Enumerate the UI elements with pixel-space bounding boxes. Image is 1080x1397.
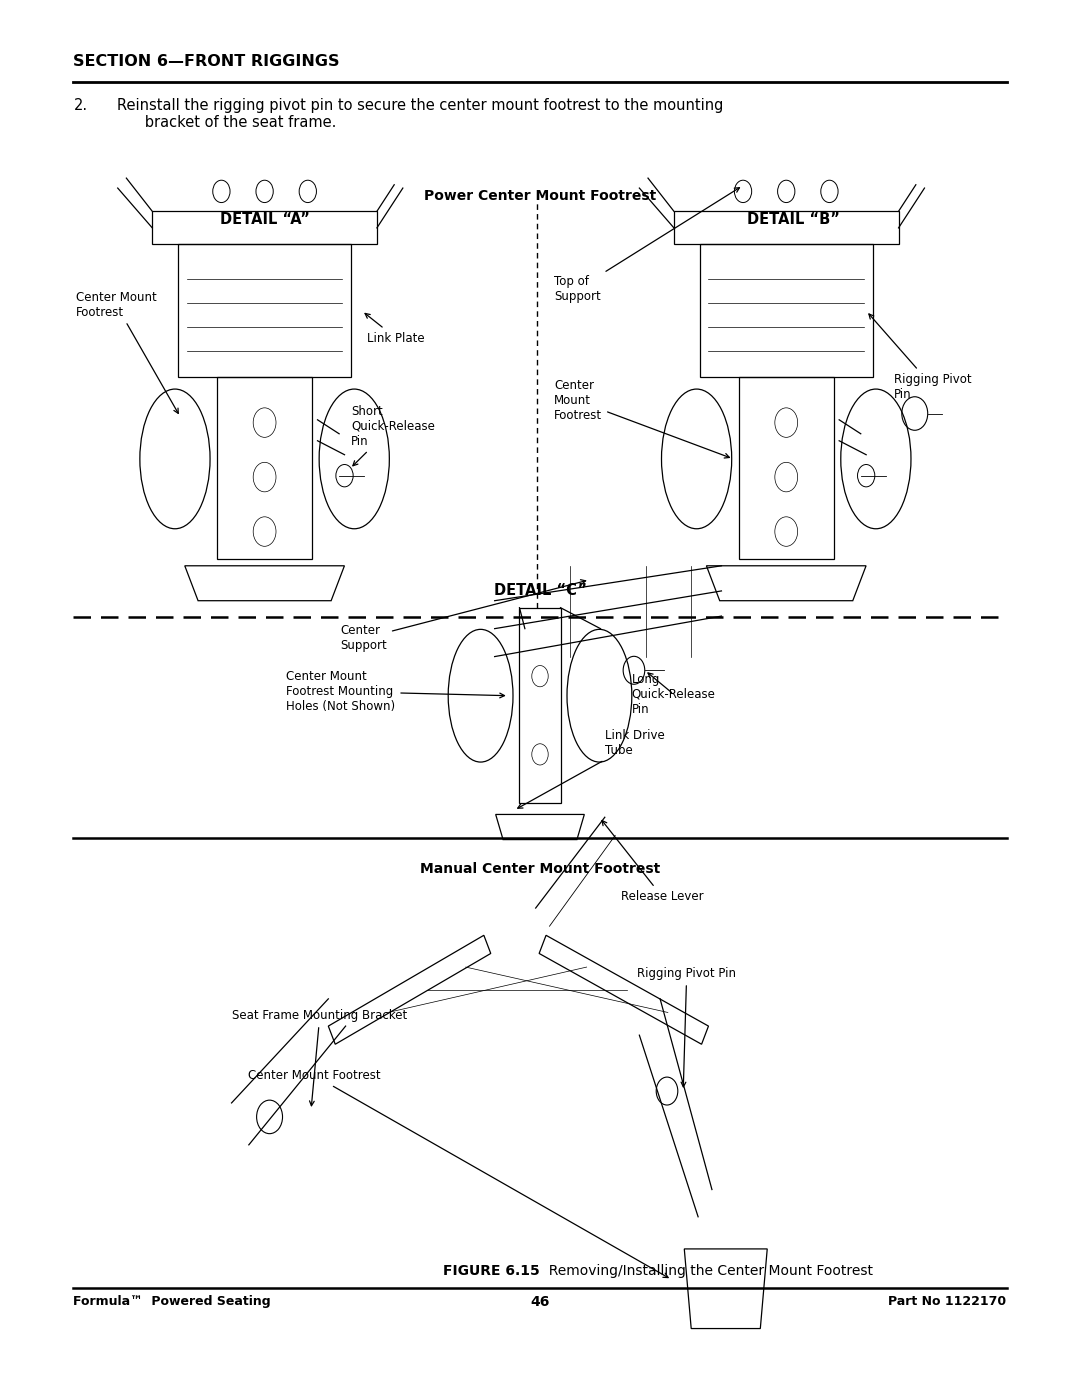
Text: Long
Quick-Release
Pin: Long Quick-Release Pin bbox=[632, 673, 716, 715]
Text: Manual Center Mount Footrest: Manual Center Mount Footrest bbox=[420, 862, 660, 876]
Text: Center Mount
Footrest: Center Mount Footrest bbox=[76, 291, 178, 414]
Text: Power Center Mount Footrest: Power Center Mount Footrest bbox=[423, 190, 657, 204]
Text: Center
Mount
Footrest: Center Mount Footrest bbox=[554, 380, 729, 458]
Text: DETAIL “B”: DETAIL “B” bbox=[747, 212, 840, 228]
Text: Seat Frame Mounting Bracket: Seat Frame Mounting Bracket bbox=[232, 1009, 407, 1106]
Text: DETAIL “A”: DETAIL “A” bbox=[219, 212, 310, 228]
Text: DETAIL “C”: DETAIL “C” bbox=[494, 583, 586, 598]
Text: SECTION 6—FRONT RIGGINGS: SECTION 6—FRONT RIGGINGS bbox=[73, 53, 340, 68]
Bar bbox=[152, 211, 377, 244]
Text: Rigging Pivot
Pin: Rigging Pivot Pin bbox=[869, 314, 972, 401]
Text: Link Drive
Tube: Link Drive Tube bbox=[517, 729, 664, 809]
Bar bbox=[519, 608, 561, 803]
Text: Center Mount Footrest: Center Mount Footrest bbox=[248, 1069, 669, 1278]
Text: Center
Support: Center Support bbox=[340, 580, 585, 652]
Text: FIGURE 6.15: FIGURE 6.15 bbox=[443, 1264, 540, 1278]
Bar bbox=[700, 244, 873, 377]
Bar bbox=[674, 211, 899, 244]
Text: Center Mount
Footrest Mounting
Holes (Not Shown): Center Mount Footrest Mounting Holes (No… bbox=[286, 671, 504, 712]
Bar bbox=[178, 244, 351, 377]
Text: Top of
Support: Top of Support bbox=[554, 187, 740, 303]
Text: Short
Quick-Release
Pin: Short Quick-Release Pin bbox=[351, 405, 435, 465]
Text: 2.: 2. bbox=[73, 98, 87, 113]
Text: Part No 1122170: Part No 1122170 bbox=[889, 1295, 1007, 1308]
Text: Rigging Pivot Pin: Rigging Pivot Pin bbox=[637, 967, 737, 1087]
Bar bbox=[217, 377, 312, 559]
Text: Reinstall the rigging pivot pin to secure the center mount footrest to the mount: Reinstall the rigging pivot pin to secur… bbox=[117, 98, 723, 130]
Text: Link Plate: Link Plate bbox=[365, 313, 424, 345]
Bar bbox=[739, 377, 834, 559]
Text: Removing/Installing the Center Mount Footrest: Removing/Installing the Center Mount Foo… bbox=[540, 1264, 873, 1278]
Text: 46: 46 bbox=[530, 1295, 550, 1309]
Text: Release Lever: Release Lever bbox=[602, 820, 704, 904]
Text: Formula™  Powered Seating: Formula™ Powered Seating bbox=[73, 1295, 271, 1308]
